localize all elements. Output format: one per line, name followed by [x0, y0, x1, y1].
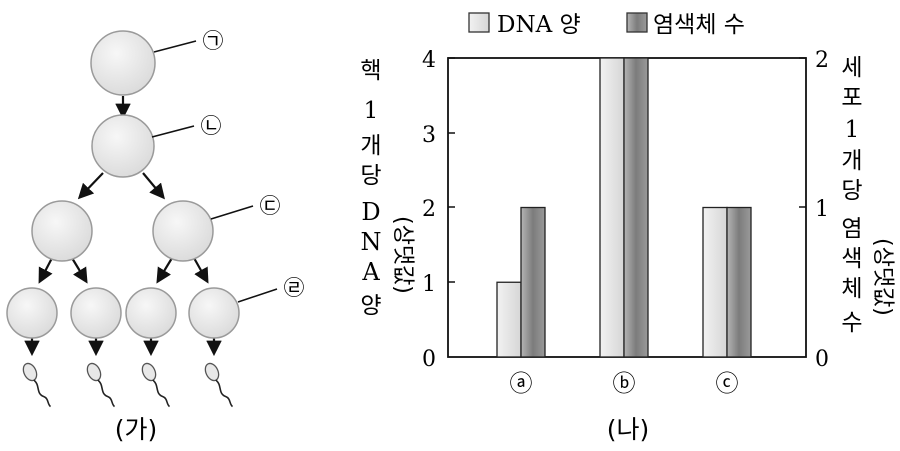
cell-label-3: ㉢: [260, 194, 281, 218]
right-axis-char: 색: [841, 246, 862, 272]
arrow-3a-to-4b: [71, 257, 88, 284]
sperm-cells: [22, 362, 234, 408]
sperm-4: [204, 362, 234, 408]
left-axis-unit: (상댓값): [390, 216, 415, 294]
chart-bars: [496, 57, 752, 358]
sperm-2: [86, 362, 116, 408]
cell-1: [90, 30, 156, 96]
cell-4b: [70, 287, 122, 339]
leader-3: [210, 205, 254, 220]
cell-4d: [188, 287, 240, 339]
right-axis-unit: (상댓값): [870, 238, 895, 316]
arrow-2-to-3a: [77, 172, 104, 200]
right-tick-1: 1: [815, 197, 829, 222]
bar-chromosome-2: [726, 206, 752, 358]
right-axis-char: 수: [841, 310, 862, 336]
bar-dna-2: [702, 206, 728, 358]
left-tick-0: 0: [422, 347, 436, 372]
chart-legend: DNA 양 염색체 수: [468, 12, 745, 38]
left-axis-char: D: [361, 198, 380, 226]
category-label-c: ⓒ: [716, 371, 739, 397]
legend-label-dna: DNA 양: [497, 12, 581, 38]
right-tick-2: 2: [815, 48, 829, 73]
cell-4a: [6, 287, 58, 339]
cell-label-2: ㉡: [201, 114, 222, 138]
left-axis-char: 양: [360, 293, 381, 319]
left-axis: 0 1 2 3 4: [422, 48, 455, 372]
right-axis-char: 포: [841, 85, 862, 111]
sperm-1: [22, 362, 52, 408]
right-axis-char: 체: [841, 276, 862, 302]
left-axis-char: 개: [360, 133, 381, 159]
cell-2: [91, 114, 155, 178]
left-tick-2: 2: [422, 197, 436, 222]
right-axis-char: 개: [841, 148, 862, 174]
leader-2: [151, 125, 195, 138]
cell-label-4: ㉣: [284, 276, 305, 300]
bar-dna-1: [599, 57, 625, 358]
arrow-3b-to-4d: [193, 257, 209, 284]
left-tick-4: 4: [422, 48, 436, 73]
bar-dna-0: [496, 281, 522, 358]
left-axis-char: A: [361, 258, 380, 286]
right-axis: 0 1 2: [799, 48, 829, 372]
right-axis-char: 세: [841, 55, 862, 81]
cell-4c: [125, 287, 177, 339]
category-label-a: ⓐ: [510, 371, 533, 397]
cell-label-1: ㉠: [203, 29, 224, 53]
bar-chromosome-0: [520, 206, 546, 358]
bar-chromosome-1: [623, 57, 649, 358]
right-axis-char: 당: [841, 178, 862, 204]
caption-ga: (가): [115, 415, 158, 444]
spermatogenesis-diagram: ㉠ ㉡ ㉢ ㉣ (가): [6, 29, 305, 444]
right-axis-char: 1: [845, 117, 860, 143]
leader-1: [153, 40, 197, 53]
left-axis-char: N: [361, 228, 382, 256]
left-axis-label: 핵 1 개 당 D N A 양 (상댓값): [360, 58, 415, 319]
legend-swatch-chromosome: [626, 12, 648, 33]
left-tick-1: 1: [422, 272, 436, 297]
legend-label-chromosome: 염색체 수: [653, 12, 745, 38]
arrow-3b-to-4c: [156, 257, 173, 284]
sperm-3: [141, 362, 171, 408]
left-axis-char: 당: [360, 163, 381, 189]
cell-3a: [31, 200, 93, 262]
bar-chart: DNA 양 염색체 수 0 1 2 3 4 0 1 2: [360, 12, 895, 444]
arrow-3a-to-4a: [38, 257, 53, 284]
left-tick-3: 3: [422, 123, 436, 148]
right-axis-char: 염: [841, 216, 862, 242]
category-label-b: ⓑ: [613, 371, 636, 397]
cell-3b: [152, 200, 214, 262]
leader-4: [237, 288, 278, 303]
left-axis-char: 1: [364, 98, 379, 124]
right-tick-0: 0: [815, 347, 829, 372]
caption-na: (나): [607, 415, 650, 444]
right-axis-label: 세 포 1 개 당 염 색 체 수 (상댓값): [841, 55, 895, 336]
left-axis-char: 핵: [360, 58, 381, 84]
arrow-2-to-3b: [142, 172, 165, 200]
legend-swatch-dna: [468, 12, 490, 33]
